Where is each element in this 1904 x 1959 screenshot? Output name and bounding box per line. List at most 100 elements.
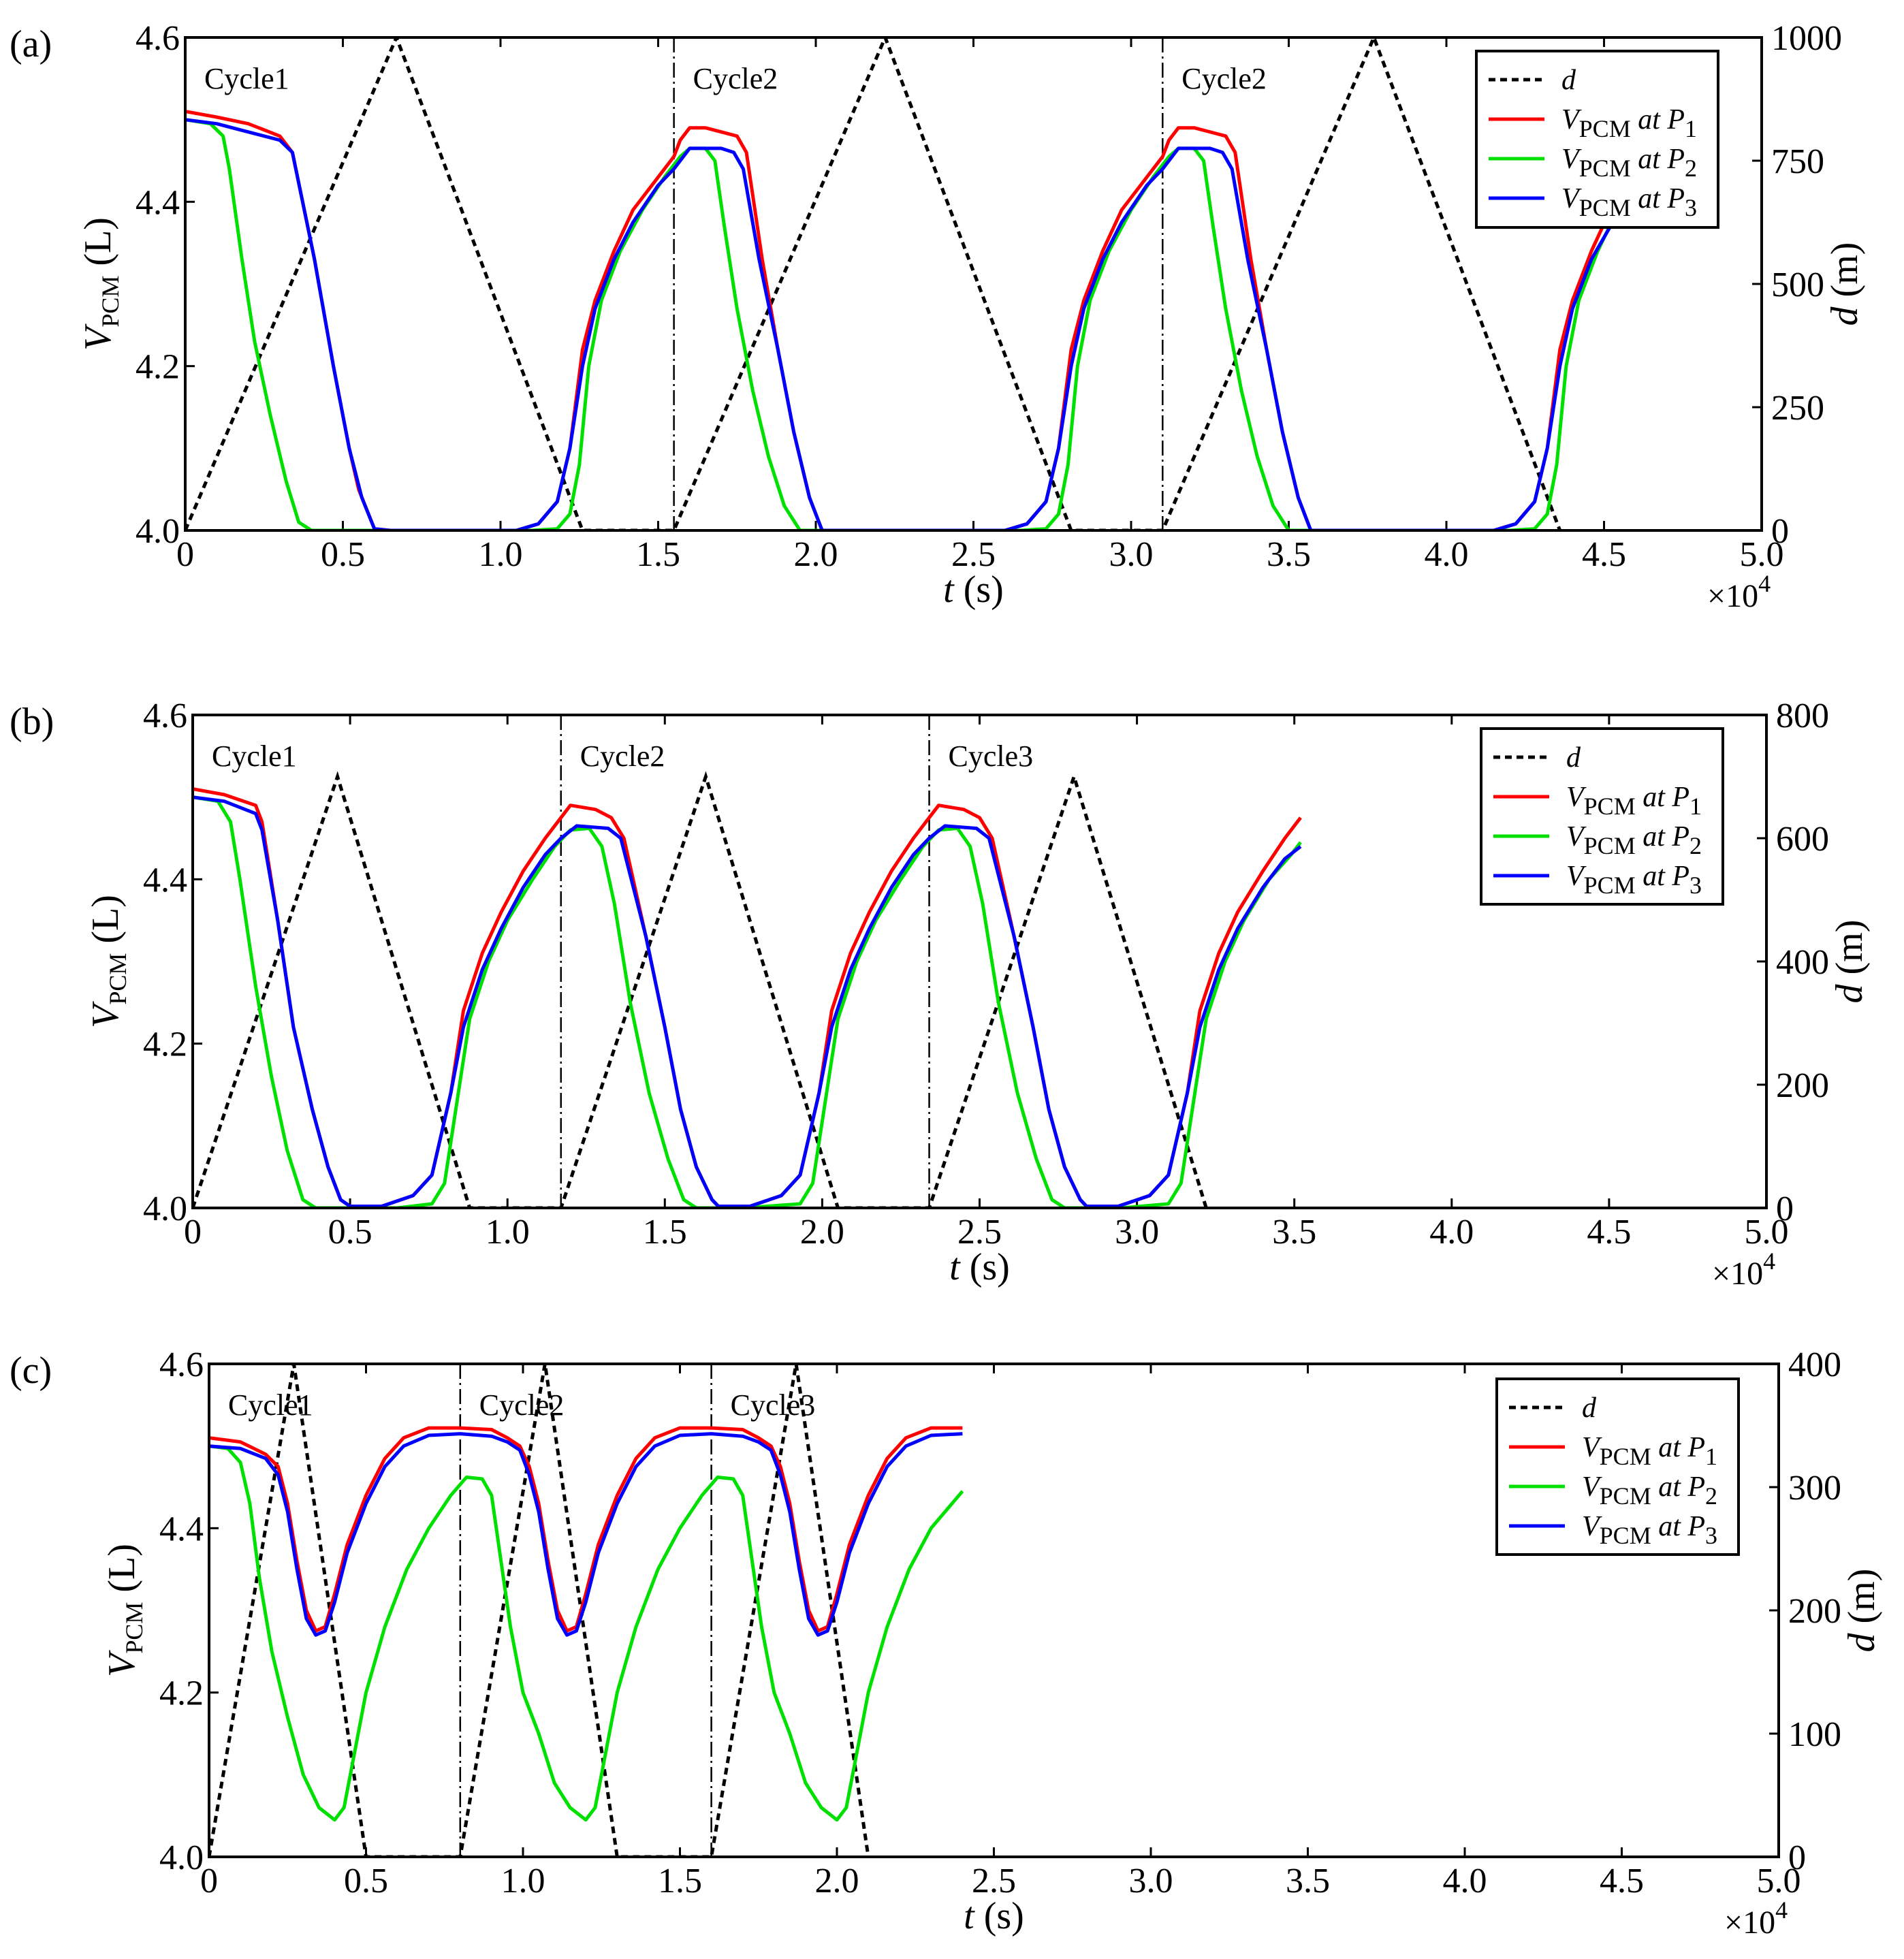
legend-entry: VPCM at P2 xyxy=(1561,144,1697,182)
x-tick-label: 5.0 xyxy=(1740,535,1784,574)
x-tick-label: 1.5 xyxy=(643,1213,687,1252)
cycle-label: Cycle1 xyxy=(212,739,297,773)
cycle-label: Cycle2 xyxy=(1181,62,1267,95)
legend-entry: VPCM at P2 xyxy=(1582,1471,1717,1510)
series-v-pcm-at-p-2 xyxy=(185,118,1615,530)
x-tick-label: 4.0 xyxy=(1425,535,1469,574)
y-axis-label: VPCM (L) xyxy=(101,1544,148,1677)
x-tick-label: 2.5 xyxy=(972,1862,1016,1900)
series-v-pcm-at-p-2 xyxy=(209,1444,964,1822)
y-tick-label: 4.0 xyxy=(143,1190,187,1228)
y2-axis-label: d (m) xyxy=(1828,920,1871,1004)
cycle-label: Cycle1 xyxy=(204,62,289,95)
y-axis-label: VPCM (L) xyxy=(84,895,131,1028)
legend-entry: VPCM at P1 xyxy=(1561,104,1697,142)
x-tick-label: 4.0 xyxy=(1429,1213,1474,1252)
legend-entry: VPCM at P1 xyxy=(1582,1432,1717,1470)
y-tick-label: 4.2 xyxy=(159,1674,204,1713)
y-tick-label: 4.6 xyxy=(143,697,187,735)
plot-area xyxy=(209,1364,964,1857)
series-v-pcm-at-p-3 xyxy=(193,795,1302,1208)
y-tick-label: 4.4 xyxy=(143,861,187,899)
x-tick-label: 3.5 xyxy=(1272,1213,1316,1252)
y2-tick-label: 200 xyxy=(1788,1592,1841,1631)
x-exponent-label: ×104 xyxy=(1724,1896,1788,1941)
cycle-label: Cycle2 xyxy=(580,739,665,773)
x-tick-label: 0.5 xyxy=(344,1862,388,1900)
x-tick-label: 3.0 xyxy=(1115,1213,1159,1252)
series-v-pcm-at-p-2 xyxy=(193,795,1302,1208)
series-v-pcm-at-p-1 xyxy=(209,1426,963,1633)
x-exponent-label: ×104 xyxy=(1707,570,1771,614)
x-tick-label: 4.5 xyxy=(1587,1213,1631,1252)
x-exponent-label: ×104 xyxy=(1712,1247,1775,1292)
y2-tick-label: 300 xyxy=(1788,1469,1841,1508)
x-tick-label: 3.5 xyxy=(1267,535,1311,574)
x-tick-label: 1.0 xyxy=(479,535,523,574)
panel-b: (b) 0 0.5 1.0 1.5 2.0 2.5 3.0 3.5 4.0 4.5 5.0 4.0 4.2… xyxy=(10,697,1871,1292)
series-v-pcm-at-p-3 xyxy=(209,1432,963,1637)
legend-entry: d xyxy=(1582,1392,1597,1424)
y2-tick-label: 500 xyxy=(1771,266,1824,304)
cycle-label: Cycle3 xyxy=(731,1388,816,1422)
axes-frame xyxy=(184,36,1763,532)
plot-area xyxy=(185,37,1615,530)
axes-frame xyxy=(191,714,1768,1209)
x-tick-label: 4.5 xyxy=(1600,1862,1644,1900)
x-tick-label: 1.5 xyxy=(658,1862,702,1900)
series-d xyxy=(185,37,1562,530)
axes-frame xyxy=(208,1363,1780,1858)
legend-entry: d xyxy=(1561,65,1576,96)
y2-tick-label: 800 xyxy=(1776,697,1829,735)
x-tick-label: 0 xyxy=(176,535,194,574)
x-tick-label: 0 xyxy=(200,1862,218,1900)
y2-axis-label: d (m) xyxy=(1824,242,1866,326)
y-tick-label: 4.6 xyxy=(159,1345,204,1384)
y-tick-label: 4.4 xyxy=(136,183,180,222)
legend-entry: VPCM at P3 xyxy=(1566,861,1702,899)
panel-c: (c) 0 0.5 1.0 1.5 2.0 2.5 3.0 3.5 4.0 4.5 5.0 4.0 4.2… xyxy=(10,1345,1883,1941)
x-tick-label: 0 xyxy=(184,1213,202,1252)
y2-tick-label: 1000 xyxy=(1771,19,1842,58)
x-tick-label: 4.0 xyxy=(1443,1862,1487,1900)
panel-label: (c) xyxy=(10,1350,52,1392)
x-tick-label: 2.0 xyxy=(800,1213,844,1252)
legend-entry: VPCM at P3 xyxy=(1561,183,1697,221)
legend-entry: d xyxy=(1566,742,1581,774)
panel-a: (a) 0 0.5 1.0 1.5 2.0 2.5 3.0 3.5 4.0 4.5 5.0 4.0 4.2… xyxy=(10,19,1866,614)
x-tick-label: 2.0 xyxy=(794,535,838,574)
y2-tick-label: 400 xyxy=(1788,1345,1841,1384)
y2-tick-label: 250 xyxy=(1771,389,1824,428)
panel-label: (b) xyxy=(10,701,54,743)
x-axis-label: t (s) xyxy=(943,569,1004,611)
cycle-label: Cycle2 xyxy=(693,62,778,95)
plot-area xyxy=(193,771,1302,1208)
x-tick-label: 1.5 xyxy=(636,535,680,574)
x-tick-label: 2.5 xyxy=(951,535,996,574)
legend-entry: VPCM at P3 xyxy=(1582,1511,1717,1549)
y2-tick-label: 600 xyxy=(1776,820,1829,859)
x-tick-label: 5.0 xyxy=(1745,1213,1789,1252)
x-tick-label: 1.0 xyxy=(501,1862,545,1900)
series-d xyxy=(209,1364,870,1857)
y-tick-label: 4.0 xyxy=(136,512,180,551)
x-tick-label: 5.0 xyxy=(1757,1862,1801,1900)
x-tick-label: 2.5 xyxy=(957,1213,1002,1252)
panel-label: (a) xyxy=(10,23,52,65)
y-tick-label: 4.2 xyxy=(136,348,180,387)
y-tick-label: 4.6 xyxy=(136,19,180,58)
legend-entry: VPCM at P1 xyxy=(1566,782,1702,820)
series-d xyxy=(193,771,1208,1208)
y-tick-label: 4.4 xyxy=(159,1510,204,1548)
x-tick-label: 4.5 xyxy=(1582,535,1626,574)
x-axis-label: t (s) xyxy=(949,1246,1010,1288)
x-tick-label: 0.5 xyxy=(328,1213,372,1252)
y2-tick-label: 750 xyxy=(1771,142,1824,181)
y-tick-label: 4.2 xyxy=(143,1025,187,1064)
y2-tick-label: 100 xyxy=(1788,1715,1841,1754)
y-axis-label: VPCM (L) xyxy=(77,217,124,351)
